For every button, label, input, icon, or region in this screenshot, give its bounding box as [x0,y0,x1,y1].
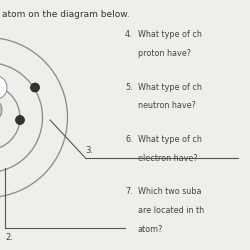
Text: 7.: 7. [125,188,132,196]
Text: What type of ch: What type of ch [138,135,202,144]
Text: proton have?: proton have? [138,49,190,58]
Text: atom on the diagram below.: atom on the diagram below. [2,10,130,19]
Text: electron have?: electron have? [138,154,197,163]
Text: neutron have?: neutron have? [138,101,196,110]
Text: What type of ch: What type of ch [138,82,202,92]
Text: Which two suba: Which two suba [138,188,201,196]
Circle shape [30,83,40,92]
Circle shape [0,98,2,122]
Text: 4.: 4. [125,30,132,39]
Circle shape [16,116,24,124]
Text: 5.: 5. [125,82,132,92]
Text: 6.: 6. [125,135,132,144]
Text: 3.: 3. [85,146,93,155]
Circle shape [0,76,7,100]
Text: atom?: atom? [138,225,163,234]
Text: 2.: 2. [5,232,13,241]
Text: are located in th: are located in th [138,206,203,215]
Text: What type of ch: What type of ch [138,30,202,39]
